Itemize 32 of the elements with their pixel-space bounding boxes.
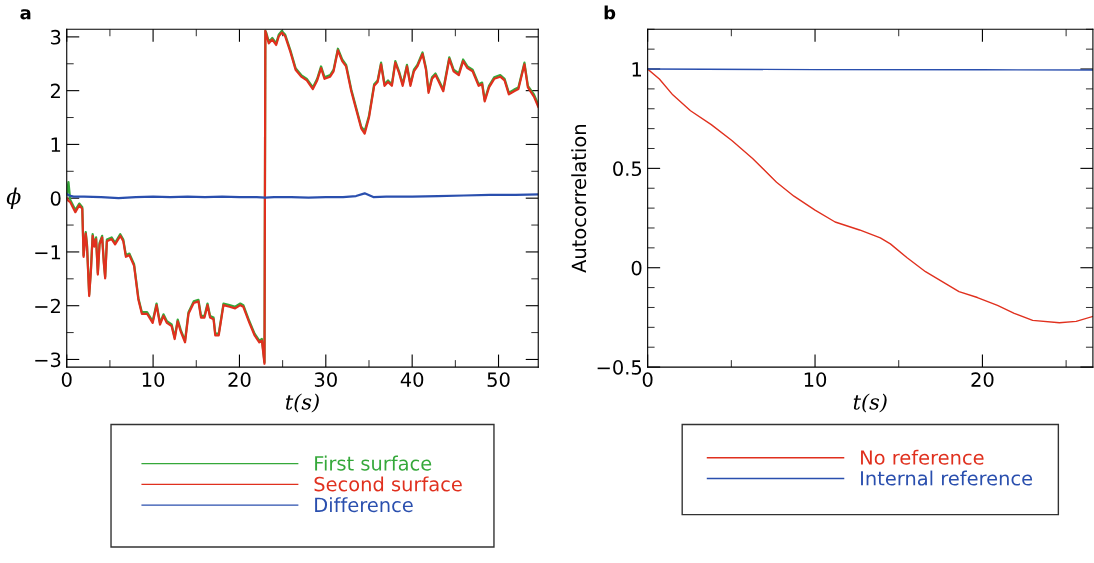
y-tick-label: 1 [51, 137, 61, 152]
text: No reference [861, 449, 984, 465]
y-tick-label: 0 [631, 260, 642, 276]
chart-title: a [20, 9, 31, 20]
text: First surface [315, 455, 432, 471]
y-tick-label: −0.5 [597, 360, 642, 375]
y-tick-label: −2 [35, 298, 60, 314]
x-tick-label: 0 [61, 372, 72, 387]
x-tick-label: 50 [487, 372, 510, 387]
x-tick-label: 20 [228, 372, 251, 387]
text: Difference [315, 497, 413, 513]
x-tick-label: 10 [142, 372, 165, 387]
line-series [647, 68, 1093, 324]
y-axis-title: Autocorrelation [571, 125, 587, 273]
y-tick-label: −3 [35, 352, 61, 368]
y-tick-label: 1 [632, 62, 641, 77]
y-tick-label: 0 [50, 191, 61, 206]
chart-title: b [604, 5, 616, 20]
x-tick-label: 20 [971, 372, 994, 387]
x-tick-label: 10 [804, 372, 827, 387]
x-tick-label: 0 [642, 372, 653, 387]
y-tick-label: 2 [50, 83, 60, 99]
y-tick-label: 0.5 [613, 161, 642, 177]
x-axis-title: t(s) [285, 393, 319, 413]
y-tick-label: −1 [35, 245, 61, 260]
y-axis-title: ϕ [6, 187, 21, 209]
x-axis-title: t(s) [853, 393, 887, 413]
x-tick-label: 30 [314, 372, 337, 387]
y-tick-label: 3 [50, 29, 61, 45]
text: Internal reference [861, 470, 1033, 486]
x-tick-label: 40 [400, 372, 424, 387]
text: Second surface [314, 476, 462, 492]
